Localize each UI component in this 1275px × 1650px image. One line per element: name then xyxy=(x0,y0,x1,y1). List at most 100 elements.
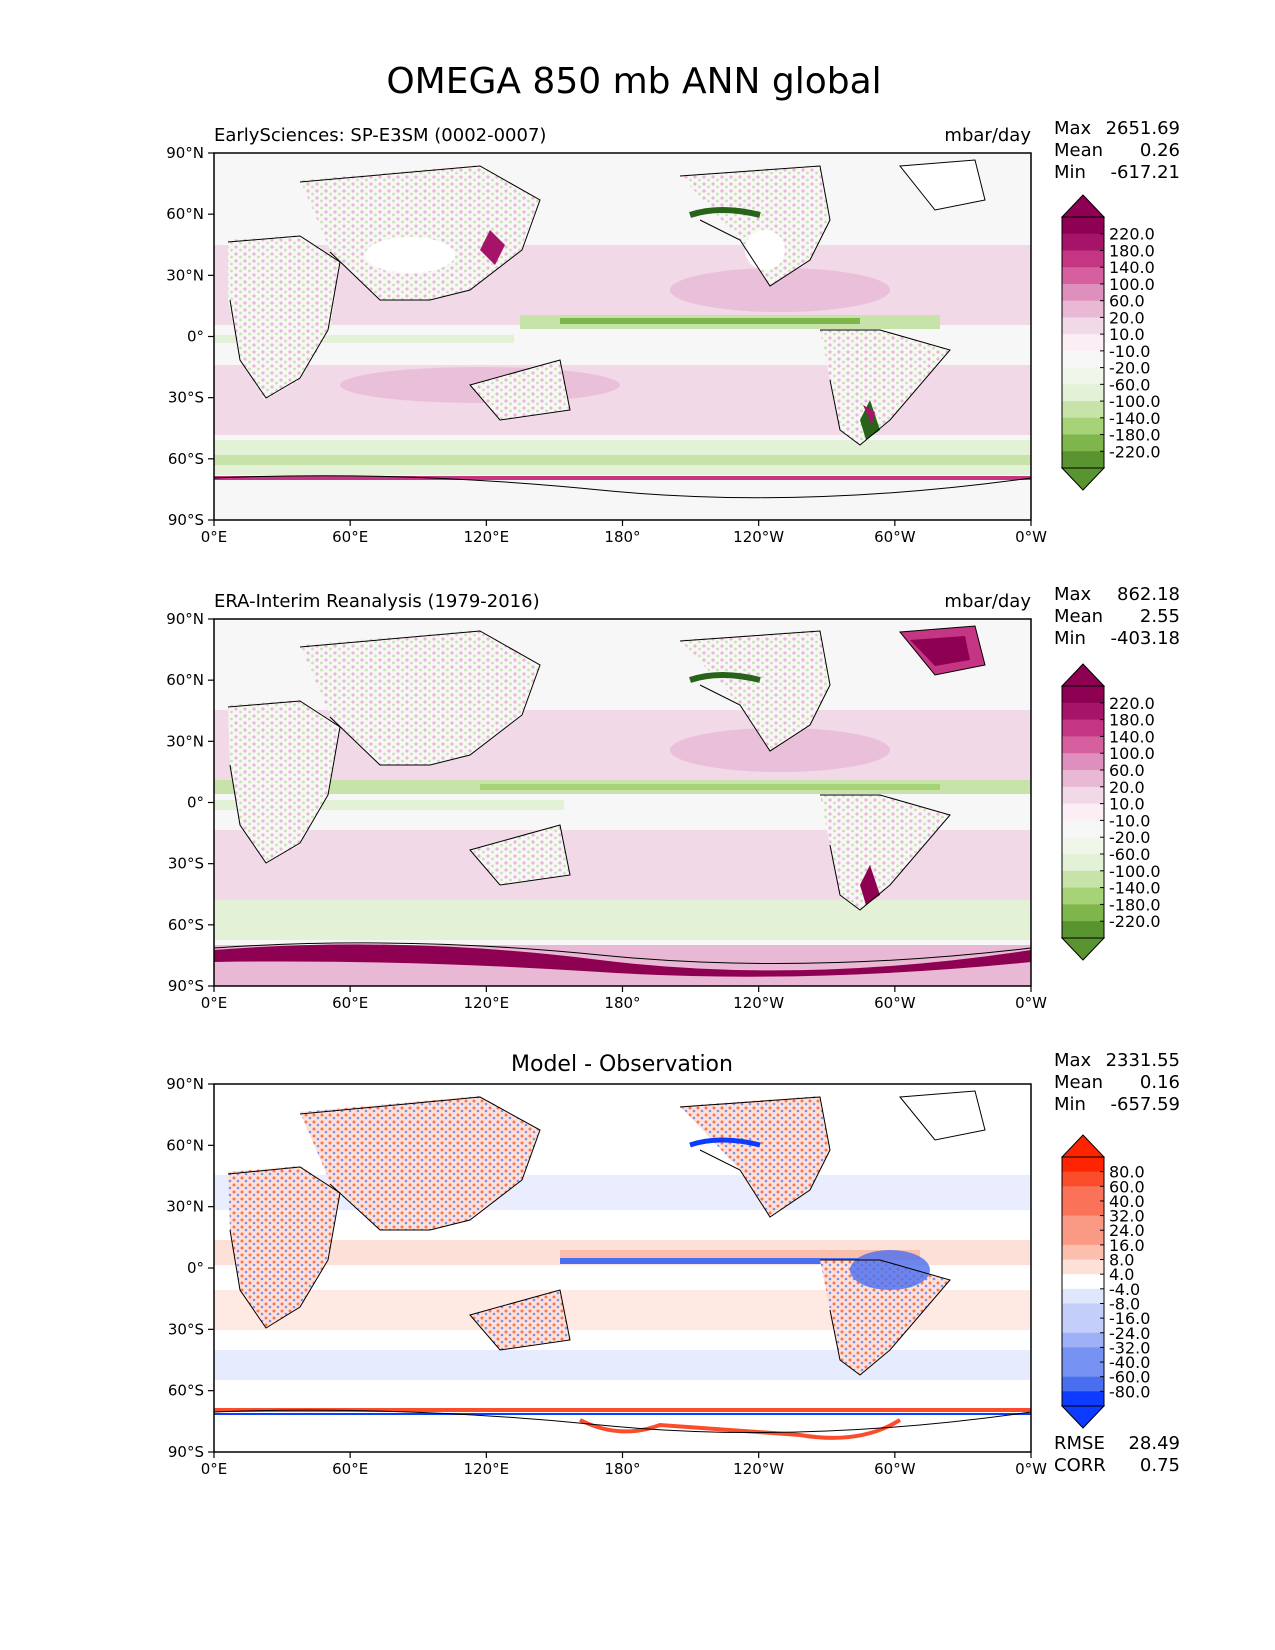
lat-tick-label: 90°S xyxy=(168,511,204,529)
colorbar-segment xyxy=(1062,1230,1104,1246)
stat-max-value: 2331.55 xyxy=(1106,1050,1180,1071)
stat-max-value: 862.18 xyxy=(1117,584,1180,605)
lat-tick-label: 60°S xyxy=(168,450,204,468)
lat-tick-label: 30°N xyxy=(166,266,204,284)
colorbar-label: -8.0 xyxy=(1109,1294,1140,1313)
colorbar-frame xyxy=(1061,216,1105,469)
colorbar-label: -24.0 xyxy=(1109,1324,1150,1343)
colorbar-label: -32.0 xyxy=(1109,1338,1150,1357)
colorbar-segment xyxy=(1062,1288,1104,1304)
colorbar-segment xyxy=(1062,921,1104,939)
colorbar-model: 220.0180.0140.0100.060.020.010.0-10.0-20… xyxy=(1060,194,1161,491)
lat-tick-label: 60°S xyxy=(168,1382,204,1400)
colorbar-label: -60.0 xyxy=(1109,1368,1150,1387)
colorbar-segment xyxy=(1062,686,1104,704)
colorbar-label: 60.0 xyxy=(1109,292,1145,311)
lon-tick-label: 0°E xyxy=(201,1460,228,1478)
lat-tick-label: 90°S xyxy=(168,1443,204,1461)
colorbar-segment xyxy=(1062,267,1104,285)
colorbar-segment xyxy=(1062,1318,1104,1334)
lat-tick-label: 30°S xyxy=(168,1320,204,1338)
stat-min-value: -403.18 xyxy=(1111,628,1180,649)
lon-tick-label: 120°W xyxy=(733,994,784,1012)
coastlines-obs xyxy=(214,625,1031,965)
lat-tick-label: 0° xyxy=(187,1259,204,1277)
colorbar-segment xyxy=(1062,250,1104,268)
colorbar-label: -20.0 xyxy=(1109,359,1150,378)
colorbar-label: -40.0 xyxy=(1109,1353,1150,1372)
colorbar-label: 140.0 xyxy=(1109,727,1155,746)
stat-max-label: Max xyxy=(1054,1050,1092,1071)
colorbar-segment xyxy=(1062,1303,1104,1319)
colorbar-segment xyxy=(1062,334,1104,352)
colorbar-label: 220.0 xyxy=(1109,225,1155,244)
diff-scores: RMSE 28.49 CORR 0.75 xyxy=(1054,1433,1180,1476)
lon-tick-label: 60°E xyxy=(332,528,368,546)
colorbar-frame xyxy=(1061,1156,1105,1407)
colorbar-label: 180.0 xyxy=(1109,241,1155,260)
stats-diff: Max 2331.55 Mean 0.16 Min -657.59 xyxy=(1054,1050,1180,1115)
colorbar-segment xyxy=(1062,1215,1104,1231)
stat-max-label: Max xyxy=(1054,118,1092,139)
colorbar-segment xyxy=(1062,367,1104,385)
colorbar-segment xyxy=(1062,300,1104,318)
stats-model: Max 2651.69 Mean 0.26 Min -617.21 xyxy=(1054,118,1180,183)
colorbar-label: 220.0 xyxy=(1109,694,1155,713)
colorbar-label: 140.0 xyxy=(1109,258,1155,277)
colorbar-segment xyxy=(1062,1171,1104,1187)
colorbar-label: 80.0 xyxy=(1109,1163,1145,1182)
colorbar-label: -220.0 xyxy=(1109,912,1161,931)
lat-tick-label: 90°N xyxy=(166,144,204,162)
stat-mean-value: 0.16 xyxy=(1140,1072,1180,1093)
colorbar-segment xyxy=(1062,434,1104,452)
colorbar-segment xyxy=(1062,820,1104,838)
lat-tick-label: 60°N xyxy=(166,671,204,689)
ticks-model: 90°N 60°N 30°N 0° 30°S 60°S 90°S 0°E 60°E 120°E 1… xyxy=(166,144,1047,546)
lon-tick-label: 180° xyxy=(604,1460,640,1478)
panel-title-model: EarlySciences: SP-E3SM (0002-0007) xyxy=(214,125,546,146)
colorbar-segment xyxy=(1062,1376,1104,1392)
lat-tick-label: 90°N xyxy=(166,610,204,628)
stat-mean-value: 2.55 xyxy=(1140,606,1180,627)
stat-mean-label: Mean xyxy=(1054,606,1103,627)
stat-min-label: Min xyxy=(1054,162,1086,183)
colorbar-segment xyxy=(1062,233,1104,251)
colorbar-segment xyxy=(1062,1347,1104,1363)
lon-tick-label: 120°E xyxy=(464,994,510,1012)
colorbar-segment xyxy=(1062,350,1104,369)
colorbar-label: 32.0 xyxy=(1109,1207,1145,1226)
colorbar-extend-bottom xyxy=(1060,467,1106,491)
lon-tick-label: 120°W xyxy=(733,1460,784,1478)
panel-observation: ERA-Interim Reanalysis (1979-2016) mbar/… xyxy=(166,584,1180,1012)
colorbar-label: -100.0 xyxy=(1109,392,1161,411)
colorbar-extend-top xyxy=(1060,1134,1106,1158)
lon-tick-label: 0°E xyxy=(201,528,228,546)
colorbar-segment xyxy=(1062,1259,1104,1275)
map-field-obs xyxy=(214,619,1031,986)
colorbar-label: -180.0 xyxy=(1109,895,1161,914)
colorbar-label: -4.0 xyxy=(1109,1280,1140,1299)
rmse-value: 28.49 xyxy=(1128,1433,1180,1454)
stat-mean-value: 0.26 xyxy=(1140,140,1180,161)
colorbar-segment xyxy=(1062,283,1104,302)
colorbar-segment xyxy=(1062,770,1104,788)
colorbar-label: 20.0 xyxy=(1109,308,1145,327)
lon-tick-label: 120°E xyxy=(464,528,510,546)
stat-min-value: -657.59 xyxy=(1111,1094,1180,1115)
colorbar-label: -80.0 xyxy=(1109,1382,1150,1401)
lat-tick-label: 90°S xyxy=(168,977,204,995)
colorbar-segment xyxy=(1062,1332,1104,1348)
lon-tick-label: 60°E xyxy=(332,994,368,1012)
stat-max-value: 2651.69 xyxy=(1106,118,1180,139)
lon-tick-label: 180° xyxy=(604,528,640,546)
corr-label: CORR xyxy=(1054,1455,1106,1476)
colorbar-segment xyxy=(1062,1157,1104,1173)
lon-tick-label: 120°E xyxy=(464,1460,510,1478)
lat-tick-label: 0° xyxy=(187,328,204,346)
colorbar-segment xyxy=(1062,401,1104,419)
colorbar-label: -16.0 xyxy=(1109,1309,1150,1328)
colorbar-segment xyxy=(1062,837,1104,855)
colorbar-label: 60.0 xyxy=(1109,761,1145,780)
figure-title: OMEGA 850 mb ANN global xyxy=(386,61,881,102)
lat-tick-label: 0° xyxy=(187,794,204,812)
